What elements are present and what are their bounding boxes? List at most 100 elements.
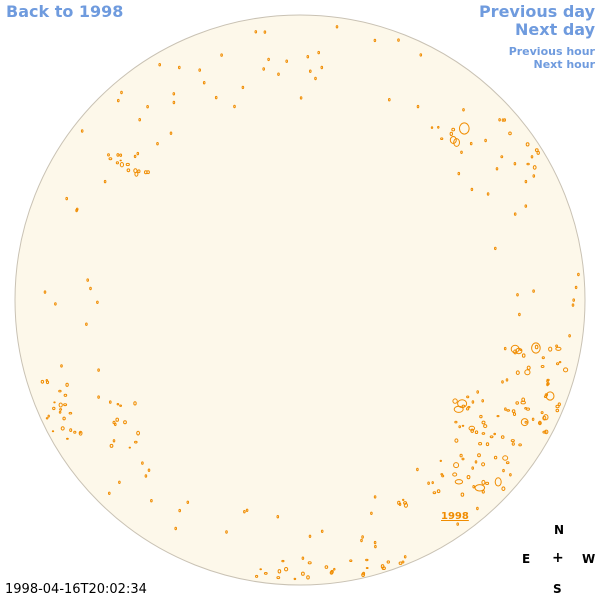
contour-mark	[397, 38, 400, 42]
contour-mark	[403, 501, 408, 505]
contour-mark	[112, 420, 116, 425]
contour-mark	[89, 286, 92, 291]
contour-mark	[555, 408, 560, 413]
contour-mark	[66, 437, 69, 440]
contour-mark	[134, 440, 138, 444]
contour-mark	[65, 382, 69, 387]
contour-mark	[51, 430, 55, 433]
next-day-link[interactable]: Next day	[515, 20, 595, 39]
contour-mark	[471, 400, 475, 404]
contour-mark	[481, 462, 486, 467]
contour-mark	[214, 95, 218, 100]
contour-mark	[513, 162, 517, 166]
contour-mark	[521, 353, 526, 358]
contour-mark	[360, 538, 363, 543]
contour-mark	[486, 192, 490, 196]
contour-mark	[416, 104, 420, 109]
contour-mark	[481, 432, 486, 435]
contour-mark	[306, 55, 310, 59]
contour-mark	[126, 168, 131, 173]
contour-mark	[467, 405, 471, 409]
back-to-year-link[interactable]: Back to 1998	[6, 2, 124, 21]
contour-mark	[516, 293, 519, 297]
previous-hour-link[interactable]: Previous hour	[508, 45, 595, 58]
contour-mark	[470, 187, 474, 192]
contour-mark	[568, 334, 571, 338]
contour-mark	[470, 428, 475, 433]
contour-mark	[459, 122, 470, 135]
contour-mark	[86, 278, 89, 282]
contour-mark	[532, 289, 535, 293]
contour-mark	[556, 362, 560, 366]
contour-mark	[502, 468, 505, 473]
contour-mark	[254, 30, 258, 34]
contour-mark	[156, 142, 159, 146]
contour-mark	[536, 150, 540, 155]
contour-mark	[116, 403, 120, 406]
contour-mark	[469, 141, 473, 146]
contour-mark	[460, 492, 465, 497]
contour-mark	[532, 174, 536, 178]
contour-mark	[96, 300, 99, 304]
contour-mark	[577, 272, 580, 277]
contour-mark	[544, 429, 549, 435]
contour-mark	[324, 565, 329, 569]
contour-mark	[476, 390, 480, 394]
contour-mark	[281, 559, 285, 563]
contour-mark	[115, 417, 119, 422]
contour-mark	[466, 395, 470, 399]
contour-mark	[555, 404, 560, 409]
contour-mark	[125, 162, 130, 167]
contour-mark	[333, 567, 336, 571]
contour-mark	[524, 420, 528, 424]
contour-mark	[511, 442, 515, 446]
contour-mark	[542, 430, 547, 434]
contour-mark	[532, 165, 537, 170]
contour-mark	[109, 400, 112, 404]
contour-mark	[361, 572, 366, 577]
contour-mark	[515, 347, 523, 355]
contour-mark	[349, 559, 353, 563]
contour-mark	[524, 369, 531, 376]
contour-mark	[255, 574, 259, 578]
contour-mark	[541, 356, 545, 360]
contour-mark	[521, 397, 526, 402]
next-hour-link[interactable]: Next hour	[533, 58, 596, 71]
contour-mark	[58, 410, 62, 414]
contour-mark	[380, 564, 385, 569]
contour-mark	[169, 131, 173, 135]
contour-mark	[501, 380, 504, 384]
contour-mark	[518, 312, 521, 317]
contour-mark	[440, 473, 444, 476]
contour-mark	[128, 446, 132, 449]
contour-mark	[267, 57, 270, 62]
year-link[interactable]: 1998	[441, 511, 469, 522]
contour-mark	[301, 571, 305, 576]
solar-disk	[14, 14, 586, 586]
contour-mark	[259, 568, 263, 571]
contour-mark	[172, 92, 176, 96]
contour-mark	[52, 406, 56, 411]
contour-mark	[45, 417, 49, 420]
contour-mark	[511, 409, 516, 414]
contour-mark	[69, 428, 73, 433]
contour-mark	[494, 246, 497, 251]
contour-mark	[178, 65, 181, 70]
contour-mark	[481, 399, 485, 403]
contour-mark	[472, 485, 476, 489]
contour-mark	[493, 455, 498, 460]
contour-mark	[466, 475, 471, 480]
contour-mark	[454, 479, 464, 485]
previous-day-link[interactable]: Previous day	[478, 2, 595, 21]
compass-west-label: W	[582, 552, 596, 566]
contour-mark	[471, 466, 475, 470]
contour-mark	[225, 530, 228, 534]
contour-mark	[158, 62, 161, 67]
contour-mark	[546, 382, 550, 386]
contour-mark	[462, 108, 465, 112]
contour-mark	[503, 118, 507, 122]
contour-mark	[458, 425, 462, 429]
contour-mark	[493, 432, 497, 436]
contour-mark	[534, 344, 539, 350]
contour-mark	[531, 342, 541, 354]
